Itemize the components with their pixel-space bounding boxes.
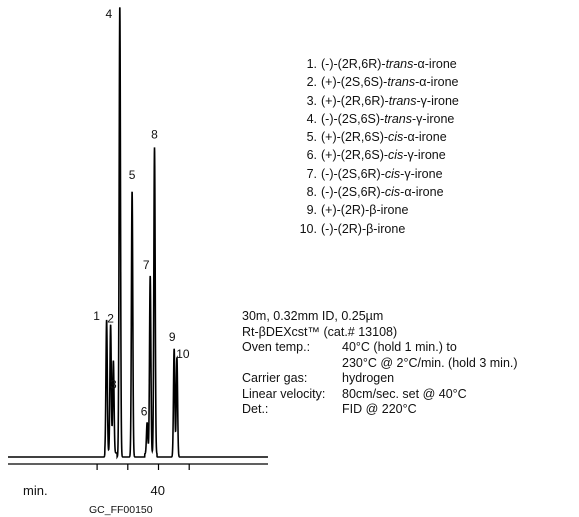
peak-labels: 1 2 3 4 5 6 7 8 910	[93, 7, 190, 418]
linear-velocity-value: 80cm/sec. set @ 40°C	[342, 386, 467, 401]
legend-item: 9. (+)-(2R)-β-irone	[295, 201, 459, 219]
linear-velocity-label: Linear velocity:	[242, 386, 326, 401]
legend-number: 10.	[299, 221, 317, 236]
oven-temp-label: Oven temp.:	[242, 340, 311, 354]
legend-number: 8.	[306, 185, 317, 200]
peak-label-10: 10	[176, 347, 190, 361]
legend-item: 6. (+)-(2R,6S)-cis-γ-irone	[295, 146, 459, 164]
chromatogram-trace	[8, 7, 268, 460]
peak-label-4: 4	[105, 7, 112, 21]
legend-number: 3.	[306, 93, 317, 108]
linear-velocity-row: Linear velocity: 80cm/sec. set @ 40°C	[242, 387, 518, 403]
peak-label-3: 3	[110, 378, 117, 392]
image-code: GC_FF00150	[89, 504, 153, 516]
oven-temp-row: Oven temp.: 40°C (hold 1 min.) to	[242, 340, 518, 356]
carrier-gas-value: hydrogen	[342, 371, 395, 385]
detector-label: Det.:	[242, 402, 269, 416]
legend-item: 4. (-)-(2S,6S)-trans-γ-irone	[295, 110, 459, 128]
peak-label-1: 1	[93, 309, 100, 323]
legend-text: (+)-(2S,6S)-trans-α-irone	[321, 75, 459, 90]
legend-item: 5. (+)-(2R,6S)-cis-α-irone	[295, 128, 459, 146]
legend-number: 2.	[306, 75, 317, 90]
legend-text: (+)-(2R)-β-irone	[321, 203, 409, 218]
legend-text: (+)-(2R,6S)-cis-γ-irone	[321, 148, 446, 163]
x-axis-ticks	[96, 464, 190, 470]
column-dimensions: 30m, 0.32mm ID, 0.25µm	[242, 309, 384, 323]
legend-number: 4.	[306, 111, 317, 126]
legend-text: (-)-(2S,6R)-cis-γ-irone	[321, 166, 443, 181]
legend-item: 3. (+)-(2R,6R)-trans-γ-irone	[295, 92, 459, 110]
peak-label-9: 9	[169, 330, 176, 344]
carrier-gas-row: Carrier gas: hydrogen	[242, 371, 518, 387]
peak-label-6: 6	[141, 404, 148, 418]
legend-text: (-)-(2R)-β-irone	[321, 221, 406, 236]
legend-number: 1.	[306, 57, 317, 71]
peak-label-7: 7	[143, 258, 150, 272]
legend-text: (+)-(2R,6S)-cis-α-irone	[321, 130, 447, 145]
legend-text: (-)-(2S,6R)-cis-α-irone	[321, 185, 444, 200]
legend-item: 8. (-)-(2S,6R)-cis-α-irone	[295, 183, 459, 201]
detector-value: FID @ 220°C	[342, 402, 417, 416]
legend-item: 10. (-)-(2R)-β-irone	[295, 220, 459, 238]
detector-row: Det.: FID @ 220°C	[242, 402, 518, 418]
column-phase: Rt-βDEXcst™ (cat.# 13108)	[242, 324, 398, 339]
peak-label-8: 8	[151, 127, 158, 141]
legend-number: 7.	[306, 166, 317, 181]
legend-text: (-)-(2R,6R)-trans-α-irone	[321, 57, 457, 71]
legend-number: 5.	[306, 130, 317, 145]
oven-temp-value: 40°C (hold 1 min.) to	[342, 340, 457, 354]
legend-text: (+)-(2R,6R)-trans-γ-irone	[321, 93, 459, 108]
legend-item: 7. (-)-(2S,6R)-cis-γ-irone	[295, 165, 459, 183]
legend-number: 6.	[306, 148, 317, 163]
legend-text: (-)-(2S,6S)-trans-γ-irone	[321, 111, 455, 126]
peak-label-5: 5	[129, 168, 136, 182]
x-tick-label-40: 40	[151, 483, 165, 498]
legend-item: 1. (-)-(2R,6R)-trans-α-irone	[295, 55, 459, 73]
x-axis-label: min.	[23, 483, 48, 498]
carrier-gas-label: Carrier gas:	[242, 371, 308, 385]
peak-legend: 1. (-)-(2R,6R)-trans-α-irone 2. (+)-(2S,6S)…	[295, 55, 459, 238]
legend-item: 2. (+)-(2S,6S)-trans-α-irone	[295, 73, 459, 91]
oven-temp-value-2: 230°C @ 2°C/min. (hold 3 min.)	[342, 355, 518, 370]
conditions-block: 30m, 0.32mm ID, 0.25µm Rt-βDEXcst™ (cat.…	[242, 309, 518, 418]
legend-number: 9.	[306, 203, 317, 218]
peak-label-2: 2	[107, 312, 114, 326]
